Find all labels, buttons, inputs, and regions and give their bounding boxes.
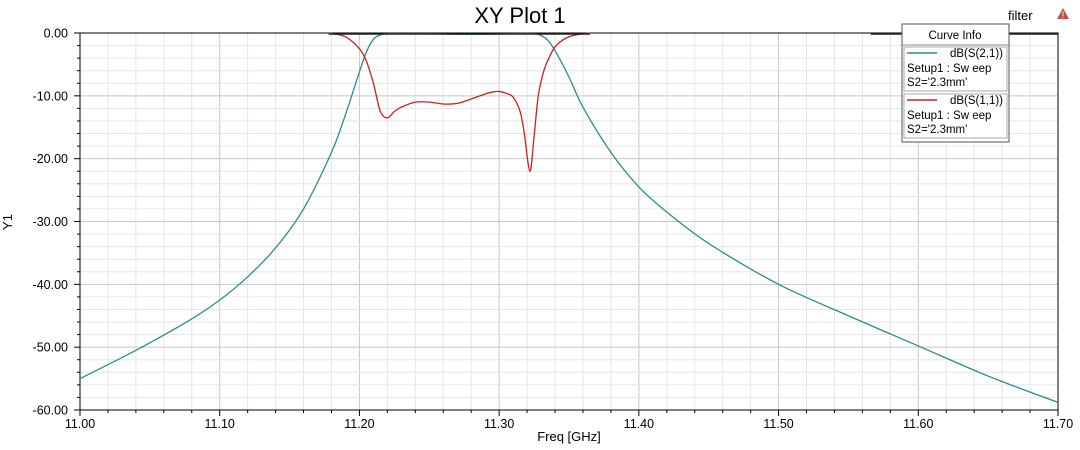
legend-param-s21: S2='2.3mm' [907, 77, 967, 89]
warning-icon[interactable]: ! [1057, 8, 1069, 20]
legend-name-s21: dB(S(2,1)) [950, 48, 1003, 60]
y-tick-label: -30.00 [33, 215, 68, 229]
chart-title: XY Plot 1 [474, 3, 565, 28]
y-axis-label: Y1 [0, 214, 15, 230]
legend-entry-s11[interactable]: dB(S(1,1)) Setup1 : Sw eep S2='2.3mm' [903, 93, 1008, 139]
y-tick-label: -40.00 [33, 278, 68, 292]
y-tick-label: -10.00 [33, 89, 68, 103]
y-ticks: 0.00 -10.00 -20.00 -30.00 -40.00 -50.00 -60.00 [33, 27, 80, 418]
legend-setup-s11: Setup1 : Sw eep [907, 110, 991, 122]
x-tick-label: 11.70 [1043, 417, 1073, 431]
y-tick-label: 0.00 [44, 27, 68, 41]
x-tick-label: 11.10 [205, 417, 235, 431]
legend-title: Curve Info [928, 30, 981, 42]
x-tick-label: 11.50 [763, 417, 793, 431]
series-line-s11[interactable] [328, 32, 591, 172]
x-ticks: 11.00 11.10 11.20 11.30 11.40 11.50 11.60 11.70 [65, 410, 1073, 431]
legend-param-s11: S2='2.3mm' [907, 124, 967, 136]
legend[interactable]: Curve Info dB(S(2,1)) Setup1 : Sw eep S2… [901, 23, 1010, 143]
x-tick-label: 11.20 [344, 417, 374, 431]
y-tick-label: -50.00 [33, 341, 68, 355]
project-name: filter [1008, 8, 1033, 23]
x-tick-label: 11.40 [624, 417, 654, 431]
legend-entry-s21[interactable]: dB(S(2,1)) Setup1 : Sw eep S2='2.3mm' [903, 46, 1008, 92]
legend-box [901, 23, 1010, 143]
x-tick-label: 11.60 [903, 417, 933, 431]
legend-setup-s21: Setup1 : Sw eep [907, 63, 991, 75]
x-tick-label: 11.30 [484, 417, 514, 431]
x-axis-label: Freq [GHz] [537, 429, 601, 444]
legend-name-s11: dB(S(1,1)) [950, 95, 1003, 107]
svg-text:!: ! [1062, 10, 1065, 20]
y-tick-label: -60.00 [33, 404, 68, 418]
x-tick-label: 11.00 [65, 417, 95, 431]
y-tick-label: -20.00 [33, 152, 68, 166]
